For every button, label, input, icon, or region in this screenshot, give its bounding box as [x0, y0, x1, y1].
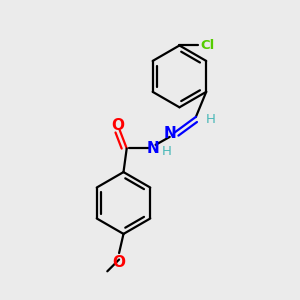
- Text: O: O: [112, 254, 126, 269]
- Text: N: N: [146, 141, 159, 156]
- Text: O: O: [111, 118, 124, 133]
- Text: Cl: Cl: [200, 39, 214, 52]
- Text: N: N: [163, 126, 176, 141]
- Text: H: H: [206, 113, 216, 126]
- Text: H: H: [162, 145, 172, 158]
